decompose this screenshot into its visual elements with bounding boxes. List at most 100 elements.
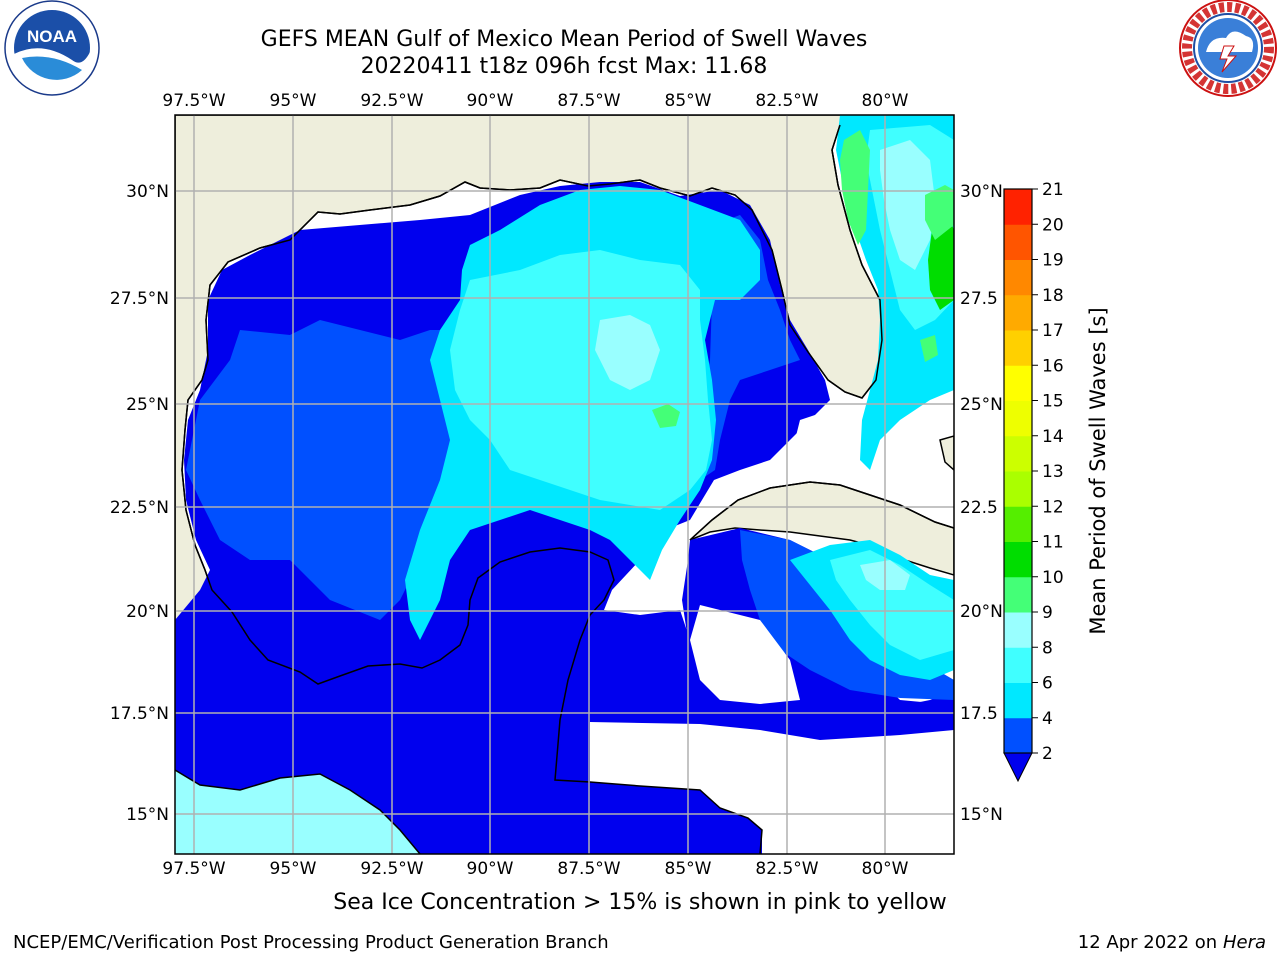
colorbar-tick-label: 19: [1042, 251, 1064, 271]
sea-ice-note: Sea Ice Concentration > 15% is shown in …: [333, 890, 947, 915]
land-islands: [939, 435, 954, 472]
swell-period-fill: [175, 115, 954, 854]
footer-date-text: 12 Apr 2022 on: [1077, 932, 1223, 953]
contour-6-8: [450, 250, 712, 510]
lat-label: 20°N: [126, 602, 169, 622]
lon-label: 90°W: [467, 859, 514, 879]
map-panel: [174, 114, 955, 855]
contour-atlantic-9-10: [840, 130, 870, 245]
colorbar-tick-label: 18: [1042, 286, 1064, 306]
lon-label: 87.5°W: [557, 91, 620, 111]
colorbar-segment: [1004, 259, 1032, 296]
colorbar-tick-label: 4: [1042, 709, 1053, 729]
lat-label: 17.5: [960, 704, 998, 724]
chart-title: GEFS MEAN Gulf of Mexico Mean Period of …: [260, 27, 868, 52]
contour-atlantic-8-9: [880, 140, 935, 270]
map-frame: [174, 114, 955, 855]
colorbar-segment: [1004, 541, 1032, 578]
colorbar-tick-label: 16: [1042, 356, 1064, 376]
coastlines: [175, 124, 954, 854]
lon-label: 82.5°W: [755, 91, 818, 111]
lat-label: 22.5°N: [110, 498, 169, 518]
colorbar-segment: [1004, 471, 1032, 507]
colorbar-segment: [1004, 682, 1032, 719]
lat-label: 20°N: [960, 602, 1003, 622]
lon-label: 95°W: [270, 859, 317, 879]
colorbar-tick-label: 9: [1042, 603, 1053, 623]
lon-label: 95°W: [270, 91, 317, 111]
colorbar-segments: [1004, 189, 1032, 754]
lat-labels-right: 30°N 27.5 25°N 22.5 20°N 17.5 15°N: [960, 182, 1003, 825]
mask-carib: [690, 605, 800, 704]
colorbar-tick-label: 6: [1042, 674, 1053, 694]
contour-9-10: [652, 404, 680, 428]
nws-logo: [1179, 0, 1277, 97]
lat-label: 15°N: [960, 805, 1003, 825]
mask-gulf-stream-gap: [790, 410, 860, 475]
lat-label: 27.5: [960, 289, 998, 309]
colorbar-segment: [1004, 189, 1032, 225]
chart-subtitle: 20220411 t18z 096h fcst Max: 11.68: [360, 54, 768, 79]
colorbar-segment: [1004, 365, 1032, 401]
lon-label: 97.5°W: [162, 91, 225, 111]
contour-atlantic-10-11: [928, 220, 954, 310]
colorbar-tick-label: 8: [1042, 638, 1053, 658]
lon-label: 92.5°W: [360, 859, 423, 879]
colorbar-tick-label: 20: [1042, 215, 1064, 235]
lon-label: 82.5°W: [755, 859, 818, 879]
colorbar-segment: [1004, 647, 1032, 683]
lon-label: 85°W: [665, 91, 712, 111]
colorbar: 2 4 6 8 9 10 11 12 13 14 15 16 17 18 19 20 21 Mean Perio…: [1003, 180, 1110, 783]
colorbar-tick-label: 2: [1042, 744, 1053, 764]
lat-label: 22.5: [960, 498, 998, 518]
footer-date: 12 Apr 2022 on Hera: [1078, 932, 1266, 953]
noaa-logo: NOAA: [4, 0, 100, 96]
lon-label: 90°W: [467, 91, 514, 111]
lon-label: 92.5°W: [360, 91, 423, 111]
colorbar-tick-label: 11: [1042, 533, 1064, 553]
lon-label: 80°W: [862, 91, 909, 111]
contour-atlantic-9-10b: [925, 185, 954, 240]
colorbar-segment: [1004, 224, 1032, 260]
colorbar-label: Mean Period of Swell Waves [s]: [1086, 307, 1110, 634]
colorbar-segment: [1004, 576, 1032, 613]
contour-2-4: [186, 320, 480, 620]
colorbar-tick-label: 21: [1042, 180, 1064, 200]
lon-label: 87.5°W: [557, 859, 620, 879]
colorbar-ticks: 2 4 6 8 9 10 11 12 13 14 15 16 17 18 19 20 21: [1032, 180, 1064, 764]
colorbar-tick-label: 14: [1042, 427, 1064, 447]
colorbar-segment: [1004, 612, 1032, 648]
lat-label: 25°N: [126, 395, 169, 415]
colorbar-segment: [1004, 435, 1032, 472]
lat-label: 27.5°N: [110, 289, 169, 309]
gridlines: [175, 115, 954, 854]
footer-host: Hera: [1222, 932, 1266, 953]
lat-label: 30°N: [960, 182, 1003, 202]
lon-label: 85°W: [665, 859, 712, 879]
noaa-logo-text: NOAA: [27, 27, 77, 46]
colorbar-segment: [1004, 330, 1032, 366]
lat-label: 15°N: [126, 805, 169, 825]
lat-label: 30°N: [126, 182, 169, 202]
lat-label: 17.5°N: [110, 704, 169, 724]
lon-labels-top: 97.5°W 95°W 92.5°W 90°W 87.5°W 85°W 82.5…: [162, 91, 908, 111]
colorbar-segment: [1004, 400, 1032, 437]
lat-label: 25°N: [960, 395, 1003, 415]
colorbar-segment: [1004, 506, 1032, 542]
mask-south: [590, 722, 954, 854]
colorbar-tick-label: 15: [1042, 392, 1064, 412]
contour-atlantic-9-10c: [920, 335, 938, 362]
lat-labels-left: 30°N 27.5°N 25°N 22.5°N 20°N 17.5°N 15°N: [110, 182, 169, 825]
colorbar-under-triangle: [1003, 752, 1033, 783]
lon-label: 80°W: [862, 859, 909, 879]
colorbar-segment: [1004, 294, 1032, 331]
contour-pacific-8-9: [175, 770, 420, 854]
lon-label: 97.5°W: [162, 859, 225, 879]
lon-labels-bottom: 97.5°W 95°W 92.5°W 90°W 87.5°W 85°W 82.5…: [162, 859, 908, 879]
contour-8-9: [595, 315, 660, 390]
colorbar-segment: [1004, 717, 1032, 754]
colorbar-tick-label: 10: [1042, 568, 1064, 588]
colorbar-tick-label: 17: [1042, 321, 1064, 341]
contour-carib-6-8: [830, 550, 954, 660]
